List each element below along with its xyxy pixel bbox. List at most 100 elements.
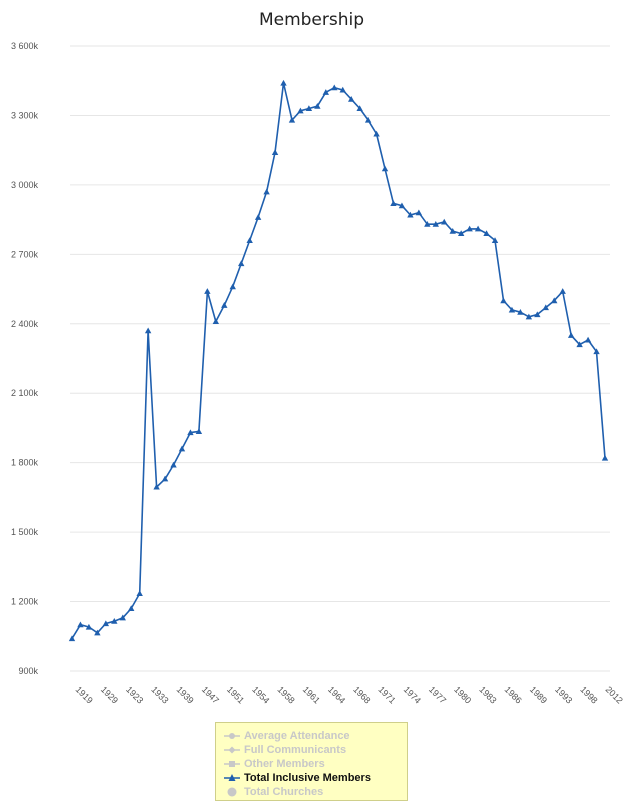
data-point[interactable] — [195, 428, 203, 434]
x-tick-label: 1971 — [376, 684, 397, 705]
data-point[interactable] — [331, 84, 338, 91]
data-point[interactable] — [144, 327, 152, 334]
data-point[interactable] — [221, 302, 228, 308]
data-point[interactable] — [390, 200, 397, 206]
data-point[interactable] — [441, 218, 448, 225]
data-point[interactable] — [339, 86, 346, 93]
data-point[interactable] — [500, 297, 507, 304]
data-point[interactable] — [314, 102, 321, 109]
legend-item[interactable]: Full Communicants — [224, 743, 407, 757]
x-tick-label: 1939 — [175, 684, 196, 705]
data-point[interactable] — [68, 635, 76, 642]
data-point[interactable] — [128, 605, 135, 612]
data-point[interactable] — [305, 105, 313, 112]
legend-marker-icon — [224, 759, 240, 769]
data-point[interactable] — [415, 209, 423, 216]
data-point[interactable] — [517, 309, 524, 315]
legend-item[interactable]: Average Attendance — [224, 729, 407, 743]
data-point[interactable] — [601, 454, 609, 461]
data-point[interactable] — [483, 230, 490, 237]
data-point[interactable] — [170, 461, 177, 468]
data-point[interactable] — [347, 96, 355, 102]
data-point[interactable] — [449, 227, 456, 234]
data-point[interactable] — [161, 475, 169, 482]
data-point[interactable] — [364, 116, 372, 123]
legend-label: Total Inclusive Members — [244, 772, 371, 784]
legend-item[interactable]: Total Inclusive Members — [224, 771, 407, 785]
data-point[interactable] — [102, 620, 110, 627]
data-point[interactable] — [534, 311, 541, 318]
data-point[interactable] — [263, 188, 270, 195]
data-point[interactable] — [136, 590, 143, 597]
x-tick-label: 1929 — [99, 684, 120, 705]
legend-label: Total Churches — [244, 786, 324, 798]
x-tick-label: 2012 — [604, 684, 623, 705]
data-point[interactable] — [551, 297, 558, 304]
y-tick-label: 3 600k — [11, 41, 39, 51]
data-point[interactable] — [254, 214, 262, 220]
data-point[interactable] — [271, 149, 279, 156]
data-point[interactable] — [508, 306, 516, 313]
data-point[interactable] — [94, 629, 101, 636]
data-point[interactable] — [576, 341, 583, 348]
x-tick-label: 1989 — [528, 684, 549, 705]
data-point[interactable] — [398, 202, 406, 209]
data-point[interactable] — [288, 116, 296, 123]
data-point[interactable] — [178, 445, 186, 452]
legend-label: Other Members — [244, 758, 325, 770]
data-point[interactable] — [238, 260, 245, 267]
x-tick-label: 1983 — [477, 684, 498, 705]
data-point[interactable] — [246, 237, 253, 244]
legend-marker-icon — [224, 773, 240, 783]
y-axis-ticks: 900k 1 200k 1 500k 1 800k 2 100k 2 400k 2 700k… — [11, 41, 39, 676]
legend-marker-icon — [224, 731, 240, 741]
data-point[interactable] — [297, 107, 304, 114]
x-tick-label: 1977 — [427, 684, 448, 705]
data-point[interactable] — [407, 211, 414, 218]
data-point[interactable] — [432, 221, 439, 227]
x-tick-label: 1964 — [326, 684, 347, 705]
chart-title: Membership — [258, 10, 365, 30]
data-point[interactable] — [491, 237, 499, 244]
y-tick-label: 3 000k — [11, 180, 39, 190]
x-tick-label: 1933 — [149, 684, 170, 705]
data-point[interactable] — [525, 313, 533, 320]
data-point[interactable] — [424, 221, 431, 227]
data-point[interactable] — [542, 304, 549, 311]
data-point[interactable] — [584, 336, 592, 343]
data-point[interactable] — [356, 105, 363, 112]
data-point[interactable] — [457, 230, 465, 237]
x-tick-label: 1951 — [225, 684, 246, 705]
y-tick-label: 1 200k — [11, 597, 39, 607]
y-tick-label: 3 300k — [11, 110, 39, 120]
data-point[interactable] — [119, 614, 126, 621]
series-total-inclusive-members[interactable] — [68, 79, 609, 642]
data-point[interactable] — [187, 429, 194, 436]
x-tick-label: 1968 — [351, 684, 372, 705]
y-tick-label: 2 700k — [11, 249, 39, 259]
legend[interactable]: Average Attendance Full Communicants Other… — [215, 722, 408, 801]
data-point[interactable] — [153, 483, 160, 490]
data-point[interactable] — [466, 225, 473, 232]
data-point[interactable] — [77, 621, 84, 628]
data-point[interactable] — [381, 165, 389, 172]
legend-item[interactable]: Other Members — [224, 757, 407, 771]
data-point[interactable] — [322, 89, 330, 95]
data-point[interactable] — [280, 79, 287, 86]
y-tick-label: 1 800k — [11, 458, 39, 468]
data-point[interactable] — [474, 225, 482, 232]
data-point[interactable] — [567, 332, 575, 338]
data-point[interactable] — [559, 288, 566, 294]
gridlines — [70, 45, 610, 672]
legend-item[interactable]: Total Churches — [224, 785, 407, 799]
data-point[interactable] — [373, 130, 380, 137]
data-point[interactable] — [593, 348, 600, 355]
x-tick-label: 1919 — [74, 684, 95, 705]
data-point[interactable] — [229, 283, 236, 290]
data-point[interactable] — [212, 318, 220, 325]
data-point[interactable] — [204, 288, 211, 294]
data-point[interactable] — [85, 623, 93, 630]
x-axis-ticks: 1919 1929 1923 1933 1939 1947 1951 1954 1958 1961… — [74, 684, 623, 705]
data-point[interactable] — [111, 618, 118, 624]
